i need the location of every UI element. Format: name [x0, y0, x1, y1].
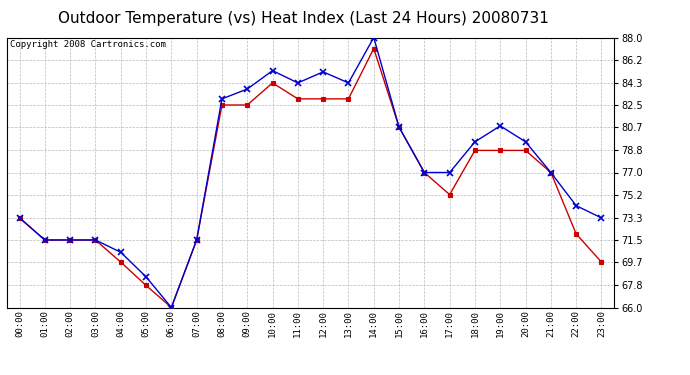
Text: Copyright 2008 Cartronics.com: Copyright 2008 Cartronics.com [10, 40, 166, 49]
Text: Outdoor Temperature (vs) Heat Index (Last 24 Hours) 20080731: Outdoor Temperature (vs) Heat Index (Las… [58, 11, 549, 26]
